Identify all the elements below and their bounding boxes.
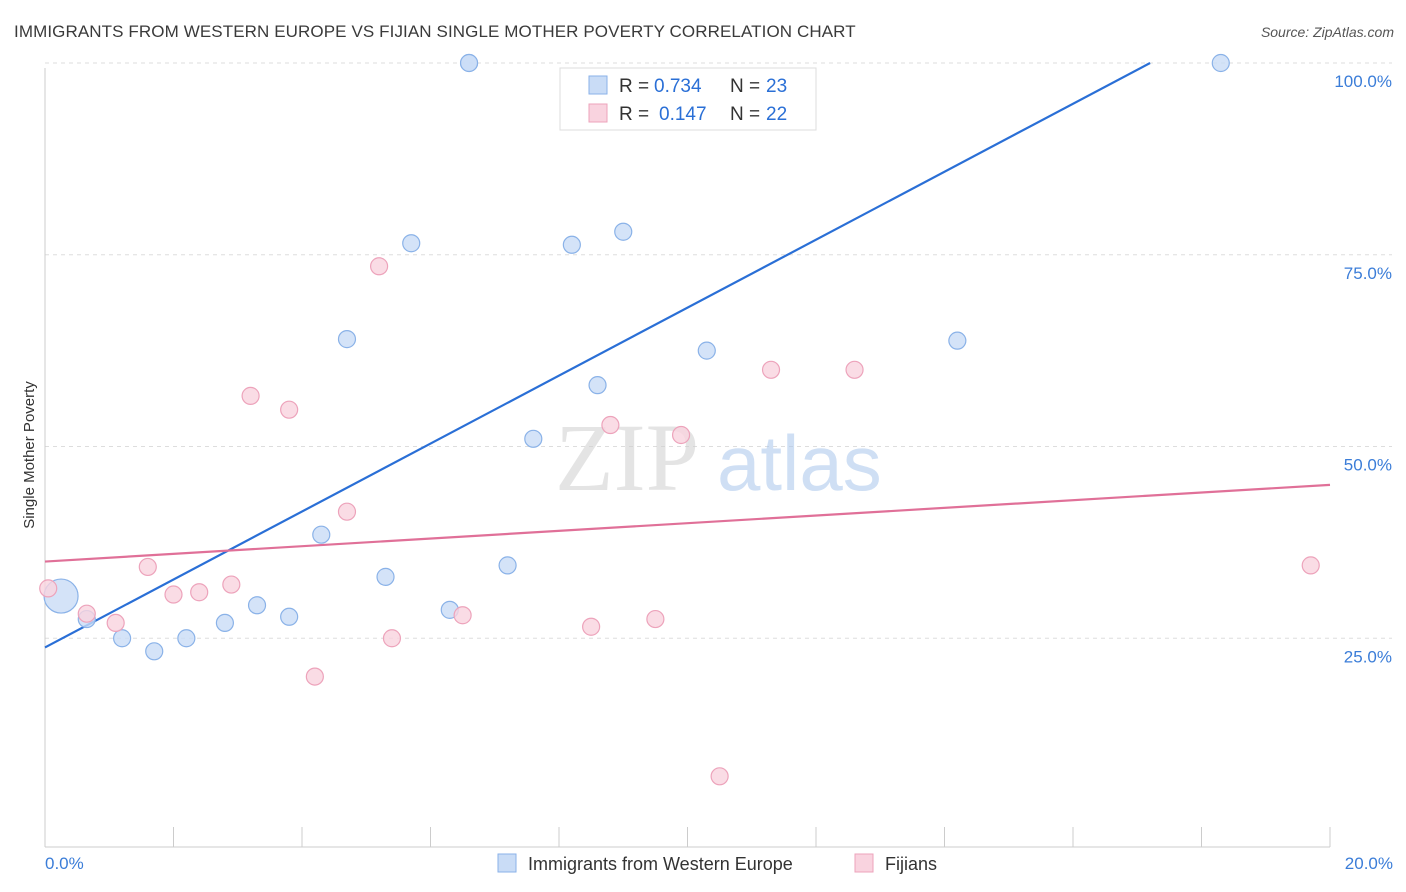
legend-swatch-pink — [588, 103, 608, 123]
legend-n-value: 23 — [766, 76, 787, 97]
data-point-western-europe — [1211, 53, 1230, 73]
data-point-fijians — [190, 583, 209, 602]
data-point-fijians — [39, 579, 58, 598]
watermark-atlas: atlas — [717, 419, 882, 507]
y-axis-label: Single Mother Poverty — [21, 381, 38, 529]
y-tick-label: 75.0% — [1344, 264, 1392, 283]
data-point-fijians — [582, 617, 601, 636]
data-point-fijians — [845, 360, 864, 379]
data-point-fijians — [710, 767, 729, 786]
data-point-fijians — [280, 400, 299, 419]
data-point-western-europe — [280, 607, 299, 626]
legend-r-value: 0.734 — [654, 76, 702, 97]
legend-n-value: 22 — [766, 104, 787, 125]
data-point-western-europe — [402, 234, 421, 253]
data-point-western-europe — [215, 613, 234, 633]
data-point-western-europe — [697, 341, 716, 360]
data-point-western-europe — [524, 429, 543, 448]
watermark-zip: ZIP — [555, 404, 699, 511]
data-point-western-europe — [948, 331, 967, 350]
data-point-fijians — [337, 502, 357, 521]
data-point-fijians — [222, 575, 241, 594]
data-point-fijians — [453, 606, 472, 625]
data-point-western-europe — [376, 567, 395, 586]
data-point-fijians — [164, 585, 183, 604]
data-point-western-europe — [588, 376, 607, 395]
legend-n-label: N = — [730, 76, 760, 97]
bottom-legend-swatch-pink — [854, 853, 874, 873]
data-points — [39, 53, 1320, 786]
data-point-western-europe — [145, 642, 164, 661]
data-point-western-europe — [112, 629, 132, 648]
grid-lines — [45, 62, 1392, 639]
y-tick-label: 25.0% — [1344, 647, 1392, 666]
trend-line-fijians — [44, 483, 1331, 563]
bottom-legend: Immigrants from Western Europe Fijians — [497, 853, 937, 874]
data-point-fijians — [305, 667, 324, 686]
legend: R = 0.734 N = 23 R = 0.147 N = 22 — [559, 67, 817, 131]
data-point-western-europe — [337, 330, 357, 349]
x-tick-label: 20.0% — [1345, 854, 1393, 873]
data-point-fijians — [138, 557, 157, 577]
trend-lines — [44, 62, 1331, 649]
axes — [44, 68, 1331, 848]
y-tick-label: 50.0% — [1344, 456, 1392, 475]
data-point-fijians — [382, 629, 402, 648]
bottom-legend-label: Immigrants from Western Europe — [528, 854, 793, 874]
source-label: Source: ZipAtlas.com — [1260, 24, 1394, 40]
legend-swatch-blue — [588, 75, 608, 95]
chart-title: IMMIGRANTS FROM WESTERN EUROPE VS FIJIAN… — [14, 22, 856, 41]
data-point-fijians — [77, 604, 96, 623]
data-point-fijians — [106, 613, 125, 633]
data-point-western-europe — [459, 53, 479, 73]
trend-line-western-europe — [44, 62, 1151, 649]
data-point-western-europe — [614, 222, 633, 241]
data-point-fijians — [671, 425, 691, 445]
tick-labels: 25.0% 50.0% 75.0% 100.0% 0.0% 20.0% — [45, 72, 1393, 873]
data-point-fijians — [761, 360, 781, 379]
x-tick-label: 0.0% — [45, 854, 84, 873]
bottom-legend-swatch-blue — [497, 853, 517, 873]
data-point-western-europe — [312, 525, 331, 544]
data-point-western-europe — [177, 629, 196, 648]
data-point-western-europe — [498, 556, 517, 575]
data-point-fijians — [241, 386, 260, 405]
data-point-fijians — [646, 609, 665, 629]
bottom-legend-label: Fijians — [885, 854, 937, 874]
legend-r-label: R = — [619, 76, 649, 97]
legend-r-label: R = — [619, 104, 649, 125]
data-point-western-europe — [562, 235, 581, 254]
data-point-western-europe — [247, 596, 267, 615]
data-point-fijians — [601, 415, 620, 435]
legend-n-label: N = — [730, 104, 760, 125]
data-point-fijians — [370, 257, 389, 276]
y-tick-label: 100.0% — [1334, 72, 1392, 91]
data-point-fijians — [1301, 556, 1320, 575]
legend-r-value: 0.147 — [659, 104, 707, 125]
